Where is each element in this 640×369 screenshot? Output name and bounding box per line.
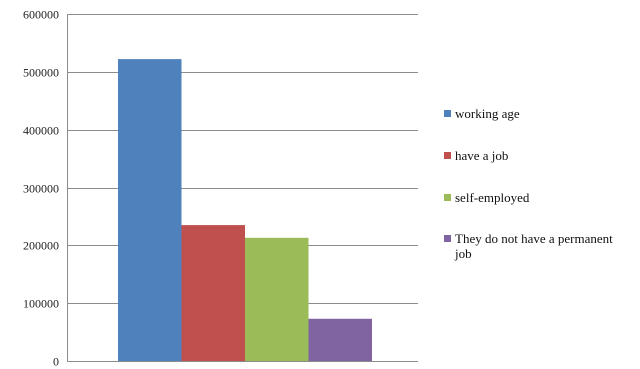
bars bbox=[118, 59, 372, 362]
legend-label: They do not have a permanent job bbox=[454, 231, 613, 261]
y-tick-label: 300000 bbox=[23, 182, 59, 196]
legend: working age have a job self-employed They d… bbox=[444, 106, 613, 261]
bar-1 bbox=[118, 59, 182, 362]
y-tick-label: 0 bbox=[53, 355, 59, 369]
y-tick-label: 500000 bbox=[23, 66, 59, 80]
legend-swatch bbox=[444, 235, 451, 242]
legend-label: working age bbox=[455, 106, 520, 121]
y-tick-label: 100000 bbox=[23, 297, 59, 311]
y-tick-label: 200000 bbox=[23, 239, 59, 253]
legend-label: have a job bbox=[455, 148, 508, 163]
bar-4 bbox=[308, 318, 372, 361]
legend-label: self-employed bbox=[455, 190, 530, 205]
bar-2 bbox=[181, 225, 245, 361]
bar-3 bbox=[245, 237, 309, 361]
legend-swatch bbox=[444, 152, 451, 159]
y-axis: 0 100000 200000 300000 400000 500000 600000 bbox=[23, 8, 68, 369]
legend-swatch bbox=[444, 194, 451, 201]
y-tick-label: 400000 bbox=[23, 124, 59, 138]
y-tick-label: 600000 bbox=[23, 8, 59, 22]
legend-swatch bbox=[444, 110, 451, 117]
